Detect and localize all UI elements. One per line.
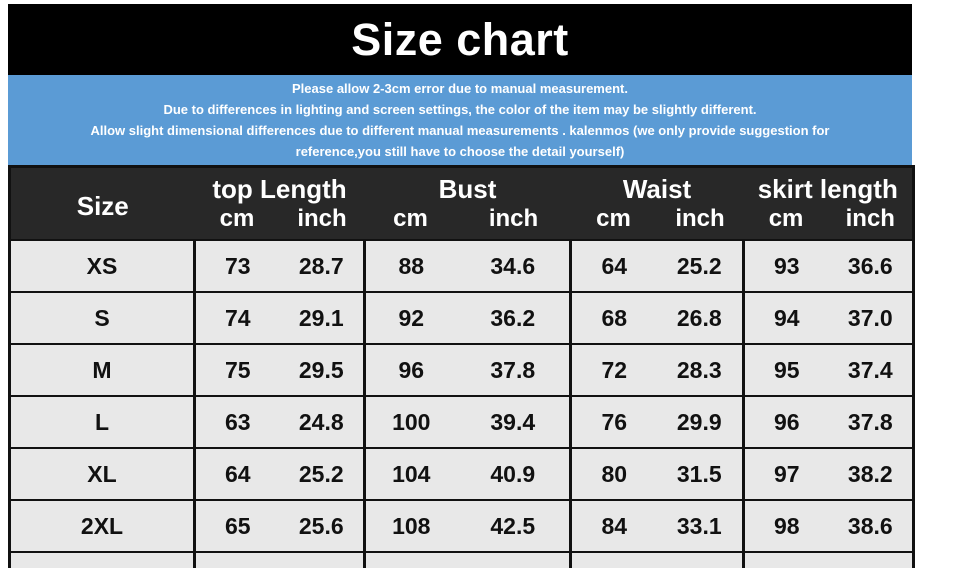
- waist-inch-cell: 25.2: [656, 239, 744, 292]
- skirt-length-cm-cell: 94: [742, 291, 829, 344]
- bust-cm-cell: [363, 551, 457, 568]
- size-chart-content: Size chart Please allow 2-3cm error due …: [8, 4, 916, 568]
- table-row: S 74 29.1 92 36.2 68 26.8 94 37.0: [9, 291, 914, 344]
- top-length-cm-cell: 74: [193, 291, 280, 344]
- top-length-inch-cell: 28.7: [279, 239, 365, 292]
- notice-line-1: Please allow 2-3cm error due to manual m…: [292, 81, 628, 96]
- bust-inch-cell: 39.4: [456, 395, 571, 448]
- skirt-length-inch-cell: 37.0: [828, 291, 914, 344]
- bust-inch-cell: [456, 551, 571, 568]
- waist-cm-cell: 80: [569, 447, 657, 500]
- notice-line-4: reference,you still have to choose the d…: [295, 144, 625, 159]
- bust-inch-cell: 40.9: [456, 447, 571, 500]
- waist-cm-cell: [569, 551, 657, 568]
- size-table-header: Size top Length Bust Waist skirt length …: [9, 166, 914, 240]
- column-header-skirt-length: skirt length: [743, 166, 914, 205]
- waist-cm-cell: 64: [569, 239, 657, 292]
- unit-header-waist-cm: cm: [570, 205, 657, 240]
- page-title: Size chart: [351, 13, 569, 65]
- header-group-row: Size top Length Bust Waist skirt length: [9, 166, 914, 240]
- waist-inch-cell: 29.9: [656, 395, 744, 448]
- size-cell: L: [9, 395, 195, 448]
- bust-cm-cell: 88: [363, 239, 457, 292]
- waist-inch-cell: 26.8: [656, 291, 744, 344]
- skirt-length-cm-cell: 96: [742, 395, 829, 448]
- waist-cm-cell: 84: [569, 499, 657, 552]
- column-header-size: Size: [9, 166, 195, 240]
- waist-inch-cell: 33.1: [656, 499, 744, 552]
- size-cell: XL: [9, 447, 195, 500]
- bust-cm-cell: 96: [363, 343, 457, 396]
- header-unit-row: cm inch cm inch cm inch cm inch: [10, 205, 914, 240]
- top-length-inch-cell: 25.6: [279, 499, 365, 552]
- table-row-partial: [9, 551, 914, 568]
- table-row: 2XL 65 25.6 108 42.5 84 33.1 98 38.6: [9, 499, 914, 552]
- waist-cm-cell: 76: [569, 395, 657, 448]
- waist-cm-cell: 68: [569, 291, 657, 344]
- waist-inch-cell: [656, 551, 744, 568]
- unit-header-top-length-cm: cm: [194, 205, 280, 240]
- unit-header-waist-inch: inch: [656, 205, 744, 240]
- column-header-bust: Bust: [364, 166, 571, 205]
- table-row: XL 64 25.2 104 40.9 80 31.5 97 38.2: [9, 447, 914, 500]
- size-cell: S: [9, 291, 195, 344]
- table-row: L 63 24.8 100 39.4 76 29.9 96 37.8: [9, 395, 914, 448]
- column-header-waist: Waist: [570, 166, 744, 205]
- skirt-length-inch-cell: 38.2: [828, 447, 914, 500]
- skirt-length-inch-cell: 37.4: [828, 343, 914, 396]
- bust-cm-cell: 104: [363, 447, 457, 500]
- skirt-length-inch-cell: 37.8: [828, 395, 914, 448]
- top-length-inch-cell: [279, 551, 365, 568]
- waist-inch-cell: 31.5: [656, 447, 744, 500]
- unit-header-skirt-length-cm: cm: [743, 205, 829, 240]
- top-length-cm-cell: [193, 551, 280, 568]
- size-table: Size top Length Bust Waist skirt length …: [8, 165, 916, 568]
- top-length-cm-cell: 64: [193, 447, 280, 500]
- size-cell: [9, 551, 195, 568]
- unit-header-bust-cm: cm: [364, 205, 457, 240]
- top-length-cm-cell: 73: [193, 239, 280, 292]
- skirt-length-cm-cell: 98: [742, 499, 829, 552]
- table-row: XS 73 28.7 88 34.6 64 25.2 93 36.6: [9, 239, 914, 292]
- notice-line-3: Allow slight dimensional differences due…: [90, 123, 830, 138]
- bust-cm-cell: 108: [363, 499, 457, 552]
- bust-inch-cell: 34.6: [456, 239, 571, 292]
- top-length-inch-cell: 29.5: [279, 343, 365, 396]
- table-row: M 75 29.5 96 37.8 72 28.3 95 37.4: [9, 343, 914, 396]
- bust-inch-cell: 37.8: [456, 343, 571, 396]
- top-length-cm-cell: 75: [193, 343, 280, 396]
- top-length-inch-cell: 29.1: [279, 291, 365, 344]
- title-bar: Size chart: [8, 4, 912, 75]
- unit-header-top-length-inch: inch: [279, 205, 365, 240]
- skirt-length-cm-cell: 93: [742, 239, 829, 292]
- skirt-length-inch-cell: [828, 551, 914, 568]
- measurement-notice: Please allow 2-3cm error due to manual m…: [8, 75, 912, 165]
- skirt-length-cm-cell: 95: [742, 343, 829, 396]
- notice-line-2: Due to differences in lighting and scree…: [163, 102, 757, 117]
- size-cell: XS: [9, 239, 195, 292]
- top-length-inch-cell: 24.8: [279, 395, 365, 448]
- skirt-length-cm-cell: [742, 551, 829, 568]
- bust-cm-cell: 100: [363, 395, 457, 448]
- waist-inch-cell: 28.3: [656, 343, 744, 396]
- unit-header-bust-inch: inch: [456, 205, 571, 240]
- top-length-inch-cell: 25.2: [279, 447, 365, 500]
- bust-cm-cell: 92: [363, 291, 457, 344]
- waist-cm-cell: 72: [569, 343, 657, 396]
- size-table-body: XS 73 28.7 88 34.6 64 25.2 93 36.6 S 74 …: [9, 239, 914, 568]
- size-cell: M: [9, 343, 195, 396]
- top-length-cm-cell: 63: [193, 395, 280, 448]
- column-header-top-length: top Length: [194, 166, 365, 205]
- unit-header-skirt-length-inch: inch: [828, 205, 914, 240]
- skirt-length-inch-cell: 38.6: [828, 499, 914, 552]
- bust-inch-cell: 36.2: [456, 291, 571, 344]
- size-cell: 2XL: [9, 499, 195, 552]
- skirt-length-cm-cell: 97: [742, 447, 829, 500]
- top-length-cm-cell: 65: [193, 499, 280, 552]
- skirt-length-inch-cell: 36.6: [828, 239, 914, 292]
- bust-inch-cell: 42.5: [456, 499, 571, 552]
